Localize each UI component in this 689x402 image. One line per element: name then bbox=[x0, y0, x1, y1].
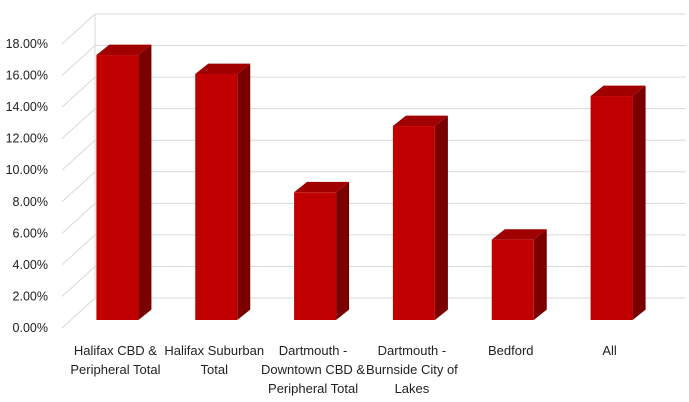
bar-front bbox=[491, 239, 534, 320]
x-tick-label: Bedford bbox=[488, 343, 534, 358]
x-tick-label: Dartmouth - Downtown CBD & Peripheral Tota… bbox=[261, 343, 365, 396]
gridline bbox=[61, 139, 686, 171]
gridline bbox=[61, 265, 686, 297]
bar-side bbox=[237, 63, 251, 320]
bar-side bbox=[434, 115, 448, 321]
x-tick-label-line: Peripheral Total bbox=[268, 381, 358, 396]
bar-side bbox=[336, 181, 350, 320]
bar-top bbox=[195, 63, 251, 74]
gridline bbox=[61, 234, 686, 266]
gridline bbox=[61, 108, 686, 140]
x-tick-label: Dartmouth - Burnside City of Lakes bbox=[366, 343, 458, 396]
x-tick-label-line: Lakes bbox=[395, 381, 430, 396]
y-axis-tick-labels: 0.00% 2.00% 4.00% 6.00% 8.00% 10.00% 12.00% 14.… bbox=[6, 37, 48, 335]
y-tick-label: 0.00% bbox=[13, 321, 48, 335]
bar bbox=[294, 181, 350, 320]
bar-front bbox=[195, 73, 238, 320]
bar-top bbox=[392, 115, 448, 127]
bar bbox=[491, 229, 547, 320]
y-tick-label: 18.00% bbox=[6, 37, 48, 51]
y-tick-label: 6.00% bbox=[13, 226, 48, 240]
bar-top bbox=[96, 44, 152, 56]
bar-side bbox=[533, 229, 547, 320]
y-tick-label: 10.00% bbox=[6, 163, 48, 177]
bar-front bbox=[294, 192, 337, 320]
gridlines bbox=[61, 13, 686, 329]
x-tick-label: All bbox=[602, 343, 617, 358]
x-tick-label-line: Bedford bbox=[488, 343, 534, 358]
gridline bbox=[61, 171, 686, 203]
gridline bbox=[61, 45, 686, 76]
y-tick-label: 14.00% bbox=[6, 100, 48, 114]
x-tick-label-line: All bbox=[602, 343, 617, 358]
x-tick-label-line: Halifax CBD & bbox=[74, 343, 157, 358]
gridline bbox=[61, 13, 686, 45]
bar bbox=[195, 63, 251, 320]
bar-top bbox=[491, 229, 547, 240]
bar bbox=[392, 115, 448, 321]
bar-side bbox=[632, 85, 646, 321]
gridline bbox=[61, 202, 686, 234]
y-tick-label: 8.00% bbox=[13, 195, 48, 209]
x-tick-label-line: Halifax Suburban bbox=[164, 343, 264, 358]
bar-front bbox=[392, 126, 435, 321]
bar bbox=[590, 85, 646, 321]
x-tick-label-line: Peripheral Total bbox=[70, 362, 160, 377]
bar-front bbox=[590, 96, 633, 320]
gridline bbox=[61, 76, 686, 108]
bars bbox=[96, 44, 646, 321]
bar-top bbox=[590, 85, 646, 97]
bar-front bbox=[96, 55, 139, 321]
gridline bbox=[61, 297, 686, 329]
bar-top bbox=[294, 181, 350, 193]
bar-side bbox=[138, 44, 152, 321]
x-tick-label-line: Burnside City of bbox=[366, 362, 458, 377]
x-tick-label-line: Dartmouth - bbox=[279, 343, 348, 358]
y-tick-label: 16.00% bbox=[6, 69, 48, 83]
x-tick-label-line: Dartmouth - bbox=[378, 343, 447, 358]
y-tick-label: 12.00% bbox=[6, 132, 48, 146]
x-tick-label-line: Total bbox=[201, 362, 229, 377]
x-axis-category-labels: Halifax CBD & Peripheral Total Halifax Sub… bbox=[70, 343, 617, 396]
y-tick-label: 4.00% bbox=[13, 258, 48, 272]
bar bbox=[96, 44, 152, 321]
y-tick-label: 2.00% bbox=[13, 289, 48, 303]
x-tick-label-line: Downtown CBD & bbox=[261, 362, 365, 377]
x-tick-label: Halifax CBD & Peripheral Total bbox=[70, 343, 160, 377]
x-tick-label: Halifax Suburban Total bbox=[164, 343, 264, 377]
